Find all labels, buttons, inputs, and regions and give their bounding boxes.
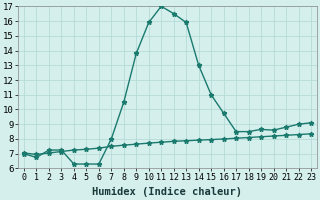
X-axis label: Humidex (Indice chaleur): Humidex (Indice chaleur) — [92, 187, 243, 197]
